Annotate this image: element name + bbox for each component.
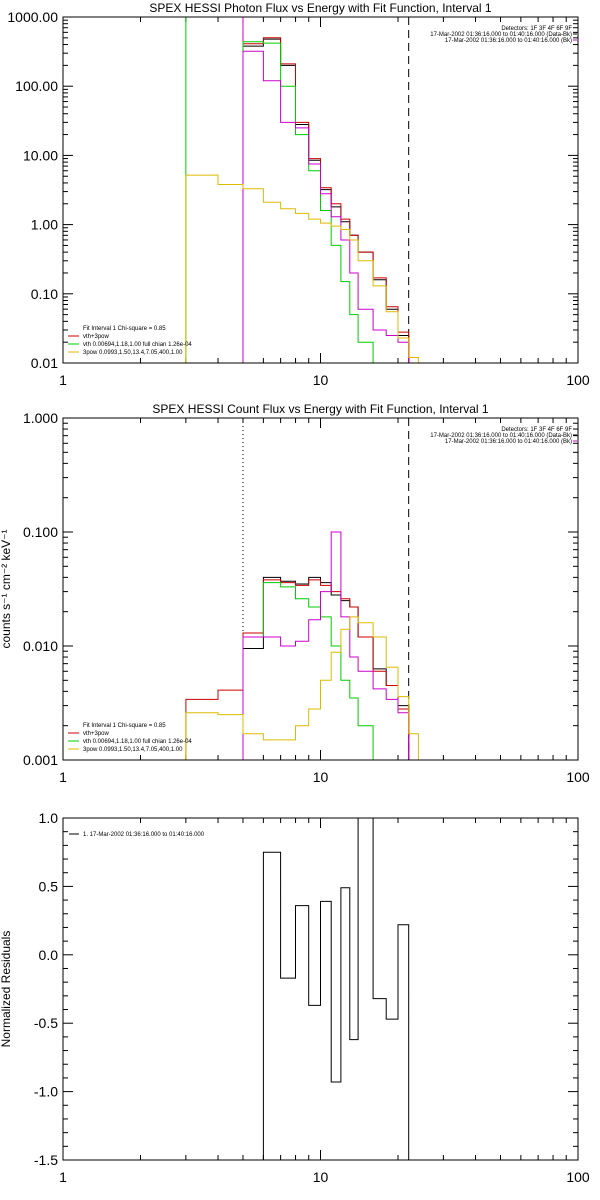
- y-tick-label: 0.100: [23, 524, 58, 540]
- y-tick-label: -1.0: [34, 1084, 58, 1100]
- series-group: [185, 531, 424, 760]
- x-tick-label: 10: [313, 372, 329, 388]
- legend-entry: Fit Interval 1 Chi-square = 0.85: [83, 723, 166, 729]
- legend-entry: vth 0.00694,1.18,1.00 full chian 1.26e-0…: [83, 342, 192, 348]
- plot-frame: [62, 417, 579, 761]
- legend-entry: 1. 17-Mar-2002 01:36:16.000 to 01:40:16.…: [83, 832, 205, 838]
- header-line: 17-Mar-2002 01:36:16.000 to 01:40:16.000…: [430, 32, 572, 38]
- series-bkg: [242, 531, 410, 760]
- series-3pow: [185, 174, 424, 363]
- legend-entry: 3pow 0.0993,1.50,13.4,7.05,400,1.00: [83, 747, 183, 753]
- x-tick-label: 10: [313, 769, 329, 785]
- y-tick-label: 0.001: [23, 752, 58, 768]
- x-tick-label: 100: [566, 1169, 590, 1185]
- x-tick-label: 100: [566, 372, 590, 388]
- x-tick-label: 1: [59, 769, 67, 785]
- plot-frame: [62, 817, 579, 1161]
- y-tick-label: 1.000: [23, 410, 58, 426]
- y-tick-label: 0.10: [31, 286, 58, 302]
- y-tick-label: 0.010: [23, 638, 58, 654]
- x-tick-label: 100: [566, 769, 590, 785]
- y-tick-label: 1.00: [31, 217, 58, 233]
- y-axis-label: counts s⁻¹ cm⁻² keV⁻¹: [0, 529, 13, 648]
- chart-panel-3: Normalized Residuals 1 10 100 1.0 0.5 0.0 -0.5 -…: [0, 810, 590, 1185]
- y-tick-label: 0.01: [31, 355, 58, 371]
- series-vth+3pow: [242, 37, 410, 363]
- series-group: [185, 37, 424, 363]
- series-data: [242, 38, 410, 363]
- legend-entry: Fit Interval 1 Chi-square = 0.85: [83, 326, 166, 332]
- chart-panel-2: SPEX HESSI Count Flux vs Energy with Fit…: [0, 402, 590, 785]
- header-line: Detectors: 1F 3F 4F 6F 9F: [501, 26, 572, 32]
- series-bkg: [242, 50, 410, 363]
- legend-entry: vth+3pow: [83, 334, 110, 340]
- plot-frame: [62, 16, 579, 364]
- y-tick-label: 100.00: [15, 78, 58, 94]
- y-tick-label: 0.0: [39, 947, 59, 963]
- y-tick-label: 1000.00: [7, 9, 58, 25]
- series-vth: [242, 41, 374, 363]
- x-tick-label: 1: [59, 1169, 67, 1185]
- series-3pow: [185, 616, 424, 760]
- header-line: 17-Mar-2002 01:36:16.000 to 01:40:16.000…: [430, 433, 572, 439]
- y-tick-label: 0.5: [39, 878, 59, 894]
- header-line: Detectors: 1F 3F 4F 6F 9F: [501, 427, 572, 433]
- chart-panel-1: SPEX HESSI Photon Flux vs Energy with Fi…: [7, 1, 590, 388]
- series-vth+3pow: [185, 579, 410, 760]
- y-tick-label: 1.0: [39, 810, 59, 826]
- legend-entry: vth 0.00694,1.18,1.00 full chian 1.26e-0…: [83, 739, 192, 745]
- chart-title: SPEX HESSI Count Flux vs Energy with Fit…: [152, 402, 488, 416]
- y-axis-label: Normalized Residuals: [0, 931, 13, 1048]
- legend-entry: vth+3pow: [83, 731, 110, 737]
- legend-entry: 3pow 0.0993,1.50,13.4,7.05,400,1.00: [83, 350, 183, 356]
- y-tick-label: 10.00: [23, 147, 58, 163]
- chart-title: SPEX HESSI Photon Flux vs Energy with Fi…: [149, 1, 491, 15]
- series-residuals: [243, 818, 410, 1160]
- x-tick-label: 1: [59, 372, 67, 388]
- header-line: 17-Mar-2002 01:36:16.000 to 01:40:16.000…: [445, 439, 572, 445]
- y-tick-label: -0.5: [34, 1015, 58, 1031]
- header-line: 17-Mar-2002 01:36:16.000 to 01:40:16.000…: [445, 38, 572, 44]
- series-group: [243, 818, 410, 1160]
- x-tick-label: 10: [313, 1169, 329, 1185]
- y-tick-label: -1.5: [34, 1152, 58, 1168]
